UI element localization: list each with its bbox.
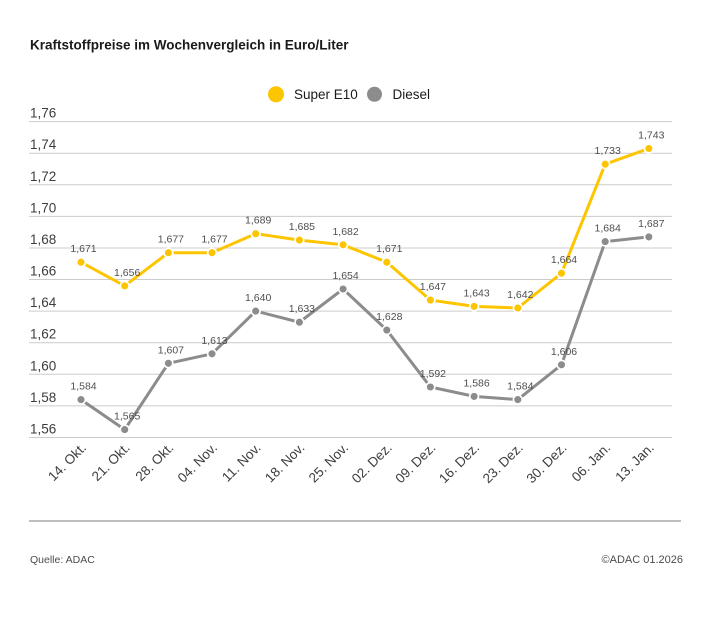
- svg-text:1,642: 1,642: [507, 289, 533, 301]
- svg-text:1,76: 1,76: [30, 106, 56, 121]
- svg-text:1,584: 1,584: [507, 381, 533, 393]
- svg-text:1,689: 1,689: [245, 215, 271, 227]
- svg-text:1,687: 1,687: [638, 218, 664, 230]
- svg-text:1,586: 1,586: [463, 377, 489, 389]
- svg-text:1,584: 1,584: [70, 381, 96, 393]
- svg-text:1,606: 1,606: [551, 346, 577, 358]
- svg-text:1,68: 1,68: [30, 232, 56, 247]
- svg-text:1,677: 1,677: [158, 234, 184, 246]
- svg-text:1,58: 1,58: [30, 390, 56, 405]
- svg-text:1,640: 1,640: [245, 292, 271, 304]
- svg-text:©ADAC 01.2026: ©ADAC 01.2026: [602, 554, 684, 566]
- svg-text:1,684: 1,684: [595, 223, 621, 235]
- svg-text:1,72: 1,72: [30, 169, 56, 184]
- svg-text:1,647: 1,647: [420, 281, 446, 293]
- svg-text:1,654: 1,654: [332, 270, 358, 282]
- svg-text:1,643: 1,643: [463, 287, 489, 299]
- svg-text:1,628: 1,628: [376, 311, 402, 323]
- svg-text:1,56: 1,56: [30, 422, 56, 437]
- svg-text:1,733: 1,733: [595, 145, 621, 157]
- svg-text:1,565: 1,565: [114, 411, 140, 423]
- svg-text:1,743: 1,743: [638, 130, 664, 142]
- svg-text:1,70: 1,70: [30, 200, 56, 215]
- svg-text:1,677: 1,677: [201, 234, 227, 246]
- svg-text:1,62: 1,62: [30, 327, 56, 342]
- svg-text:Kraftstoffpreise im Wochenverg: Kraftstoffpreise im Wochenvergleich in E…: [30, 38, 349, 53]
- svg-text:1,60: 1,60: [30, 358, 56, 373]
- svg-text:1,682: 1,682: [332, 226, 358, 238]
- svg-text:1,633: 1,633: [289, 303, 315, 315]
- svg-text:1,64: 1,64: [30, 295, 57, 310]
- svg-text:1,607: 1,607: [158, 344, 184, 356]
- svg-text:1,613: 1,613: [201, 335, 227, 347]
- svg-text:1,671: 1,671: [70, 243, 96, 255]
- svg-text:Super E10: Super E10: [294, 87, 358, 102]
- svg-text:1,671: 1,671: [376, 243, 402, 255]
- svg-text:1,656: 1,656: [114, 267, 140, 279]
- svg-text:1,685: 1,685: [289, 221, 315, 233]
- svg-text:Quelle: ADAC: Quelle: ADAC: [30, 554, 95, 566]
- svg-text:1,74: 1,74: [30, 137, 57, 152]
- svg-text:1,664: 1,664: [551, 254, 577, 266]
- svg-text:1,592: 1,592: [420, 368, 446, 380]
- svg-text:1,66: 1,66: [30, 264, 56, 279]
- svg-text:Diesel: Diesel: [393, 87, 431, 102]
